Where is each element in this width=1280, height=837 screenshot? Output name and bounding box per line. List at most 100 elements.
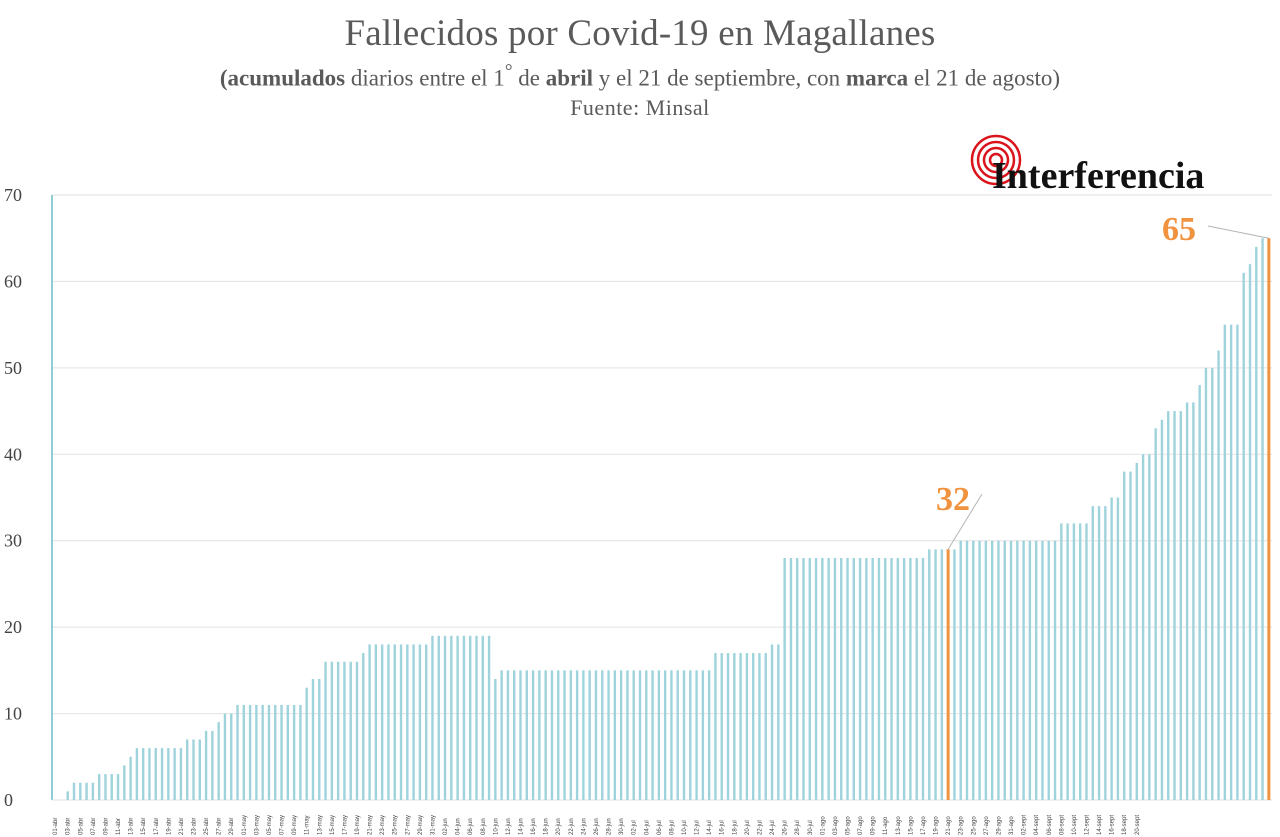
bar	[154, 748, 157, 800]
x-tick-label: 17-abr	[154, 818, 160, 835]
bar	[1034, 540, 1038, 800]
y-tick-label: 10	[4, 704, 22, 724]
bar	[167, 748, 170, 800]
bar	[789, 558, 793, 800]
x-tick-label: 21-may	[368, 815, 374, 835]
y-tick-label: 30	[4, 531, 22, 551]
bar	[443, 635, 447, 800]
bar	[418, 644, 422, 800]
x-tick-label: 23-ago	[959, 816, 965, 835]
bar	[355, 661, 359, 800]
x-tick-label: 13-abr	[129, 818, 135, 835]
subtitle-part-6: marca	[845, 65, 909, 91]
bar	[1148, 454, 1151, 800]
bar	[148, 748, 151, 800]
bar	[456, 635, 459, 800]
bar	[796, 558, 799, 800]
y-tick-label: 0	[4, 790, 13, 810]
bar	[336, 661, 340, 800]
subtitle-part-1: (acumulados	[219, 65, 346, 91]
bar	[468, 635, 472, 800]
bar	[406, 644, 409, 800]
x-tick-label: 17-may	[342, 815, 348, 835]
x-tick-label: 29-may	[418, 815, 424, 835]
x-tick-label: 03-may	[254, 815, 260, 835]
bar	[745, 653, 749, 800]
subtitle-degree: °	[504, 61, 513, 82]
bar	[695, 670, 698, 800]
bar	[1110, 497, 1113, 800]
bar	[324, 661, 327, 800]
bar	[884, 558, 887, 800]
x-tick-label: 30-jul	[808, 820, 814, 835]
bar	[764, 653, 767, 800]
bar	[362, 653, 365, 800]
x-tick-label: 20-jun	[556, 818, 562, 835]
bar	[1204, 367, 1208, 800]
bar	[865, 558, 868, 800]
bar	[1091, 506, 1094, 800]
bar	[330, 661, 334, 800]
bar	[292, 704, 296, 800]
x-tick-label: 25-may	[393, 815, 399, 835]
bar	[481, 635, 484, 800]
bar	[858, 558, 862, 800]
bar	[959, 540, 962, 800]
x-tick-label: 19-may	[355, 815, 361, 835]
bar	[286, 704, 290, 800]
bar	[1229, 324, 1233, 800]
bar	[437, 635, 440, 800]
bar	[1248, 264, 1252, 801]
bar	[594, 670, 598, 800]
x-tick-label: 13-may	[317, 815, 323, 835]
bar	[733, 653, 736, 800]
bar	[915, 558, 918, 800]
x-tick-label: 26-jul	[783, 820, 789, 835]
bar	[1154, 428, 1157, 800]
subtitle-part-4: abril	[545, 65, 593, 91]
bar	[638, 670, 642, 800]
bar	[513, 670, 516, 800]
x-tick-label: 02-sept	[1022, 815, 1028, 835]
y-tick-label: 20	[4, 617, 22, 637]
bar	[840, 558, 843, 800]
bar	[1192, 402, 1195, 800]
bar	[1242, 272, 1245, 800]
bar	[550, 670, 554, 800]
bar	[645, 670, 648, 800]
bar	[274, 704, 277, 800]
bar	[1179, 411, 1183, 800]
x-tick-label: 07-may	[280, 815, 286, 835]
x-tick-label: 27-ago	[984, 816, 990, 835]
x-tick-label: 25-abr	[204, 818, 210, 835]
x-tick-label: 22-jun	[569, 818, 575, 835]
bar	[972, 540, 975, 800]
bar	[890, 558, 893, 800]
bar	[1123, 471, 1126, 800]
x-tick-label: 12-jun	[506, 818, 512, 835]
logo-wordmark: Interferencia	[992, 155, 1205, 197]
bar	[758, 653, 761, 800]
interferencia-logo: Interferencia	[968, 134, 1248, 204]
bar	[538, 670, 541, 800]
bar	[783, 558, 786, 800]
bar	[204, 730, 208, 800]
bar	[909, 558, 912, 800]
x-tick-label: 03-ago	[833, 816, 839, 835]
bar	[777, 644, 780, 800]
x-tick-label: 01-abr	[53, 818, 59, 835]
bar	[846, 558, 849, 800]
bar	[318, 679, 321, 800]
bar	[1160, 419, 1164, 800]
bar	[808, 558, 811, 800]
bar	[487, 635, 491, 800]
x-tick-label: 10-jul	[682, 820, 688, 835]
bar	[1047, 540, 1050, 800]
bar	[1072, 523, 1076, 800]
bar	[871, 558, 874, 800]
bar	[984, 540, 988, 800]
bar	[531, 670, 535, 800]
x-tick-label: 14-jun	[519, 818, 525, 835]
bar	[707, 670, 711, 800]
bar	[689, 670, 692, 800]
